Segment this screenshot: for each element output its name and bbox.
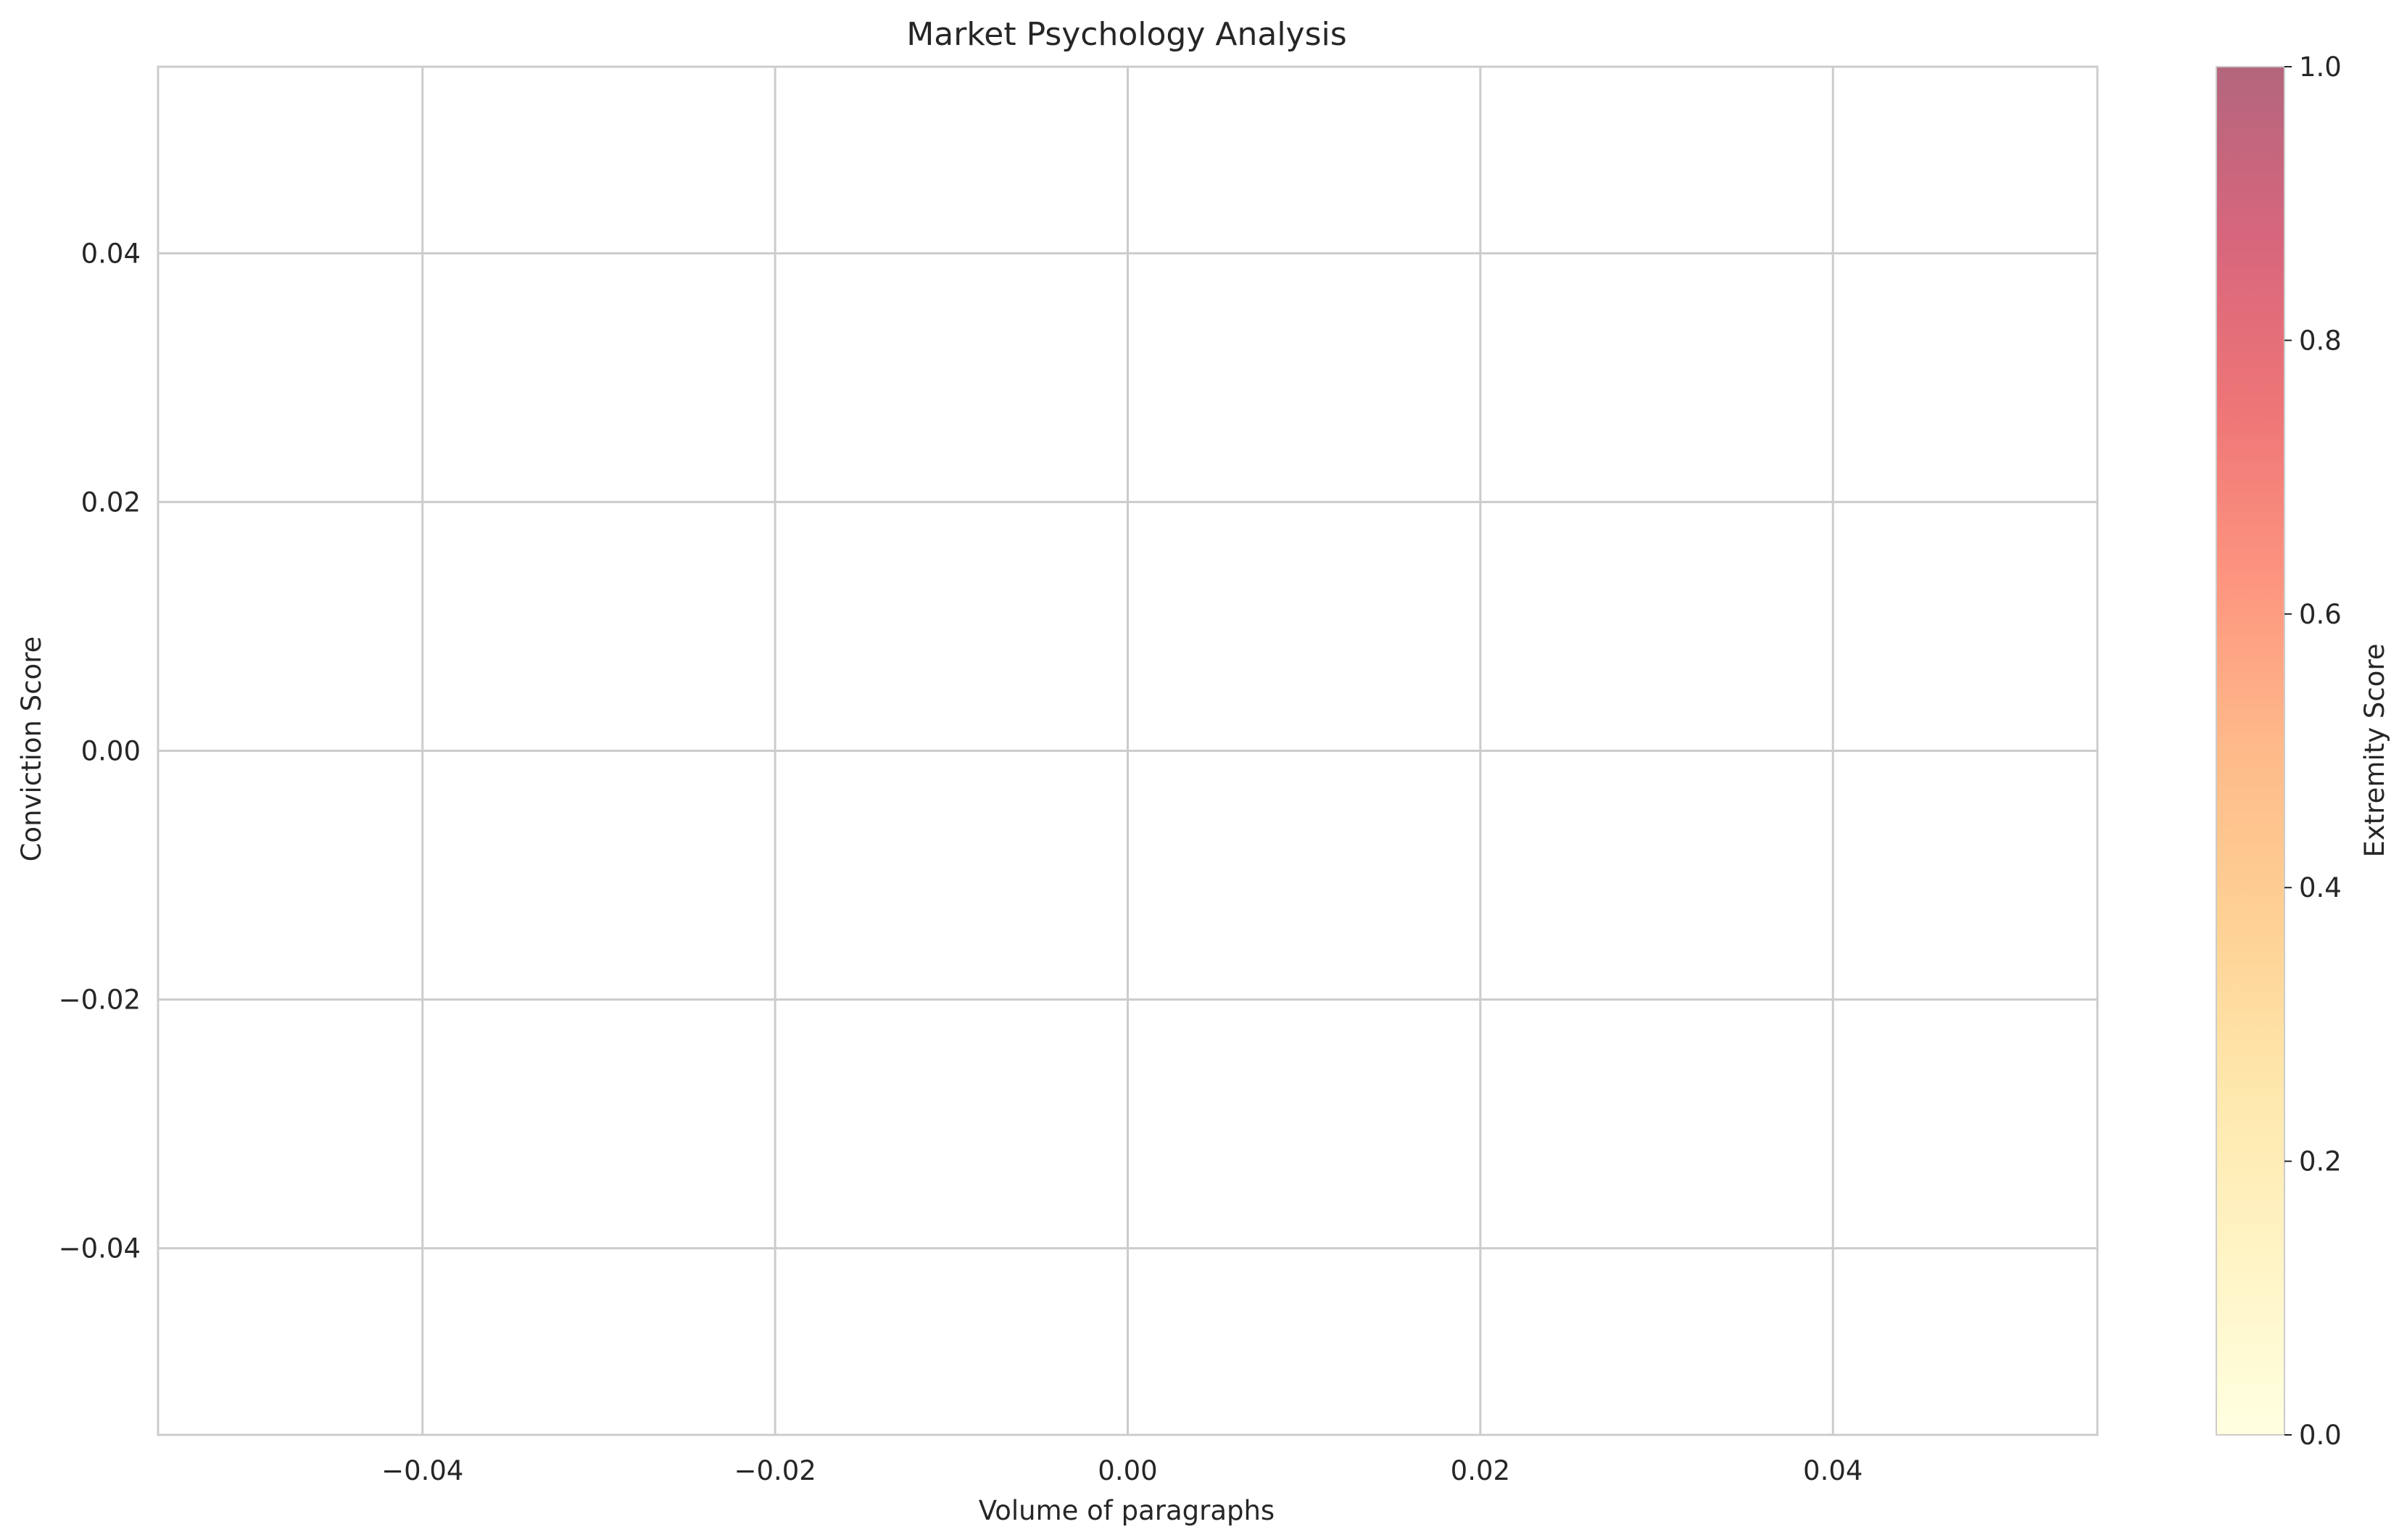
x-axis-ticks: −0.04 −0.02 0.00 0.02 0.04	[381, 1455, 1863, 1486]
x-axis-label: Volume of paragraphs	[979, 1495, 1275, 1526]
colorbar-tick-label: 0.6	[2299, 599, 2342, 630]
colorbar-gradient	[2216, 66, 2285, 1436]
colorbar-tick-label: 0.8	[2299, 325, 2342, 356]
grid	[158, 67, 2097, 1435]
y-tick-label: −0.04	[59, 1233, 141, 1264]
x-tick-label: 0.04	[1803, 1455, 1863, 1486]
x-tick-label: 0.02	[1451, 1455, 1510, 1486]
colorbar-tick-label: 0.4	[2299, 872, 2342, 903]
x-tick-label: 0.00	[1098, 1455, 1157, 1486]
x-tick-label: −0.02	[734, 1455, 816, 1486]
colorbar-tick-label: 0.0	[2299, 1420, 2342, 1451]
y-tick-label: −0.02	[59, 985, 141, 1016]
colorbar-ticks: 0.0 0.2 0.4 0.6 0.8 1.0	[2284, 51, 2342, 1451]
x-tick-label: −0.04	[381, 1455, 463, 1486]
chart-title: Market Psychology Analysis	[906, 16, 1346, 53]
colorbar-tick-label: 0.2	[2299, 1146, 2342, 1177]
plot-area	[157, 65, 2099, 1436]
colorbar: 0.0 0.2 0.4 0.6 0.8 1.0 Extremity Score	[2216, 51, 2390, 1451]
y-tick-label: 0.04	[81, 238, 141, 269]
y-axis-ticks: 0.04 0.02 0.00 −0.02 −0.04	[59, 238, 141, 1264]
colorbar-label: Extremity Score	[2359, 643, 2390, 857]
y-tick-label: 0.00	[81, 736, 141, 767]
colorbar-tick-label: 1.0	[2299, 51, 2342, 83]
y-tick-label: 0.02	[81, 487, 141, 518]
y-axis-label: Conviction Score	[16, 637, 47, 862]
